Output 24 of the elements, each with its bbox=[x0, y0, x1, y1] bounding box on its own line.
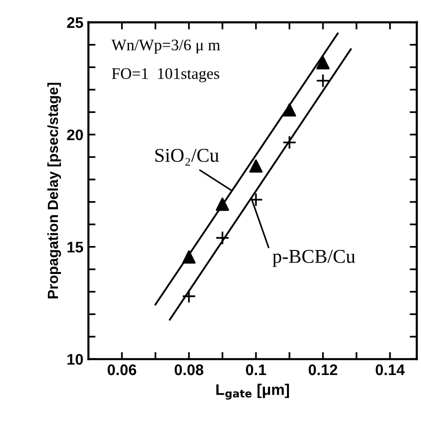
point bbox=[216, 198, 230, 211]
x-axis-title: L$_{gate}$ [μm] bbox=[216, 384, 289, 400]
point bbox=[215, 230, 230, 245]
point bbox=[316, 74, 330, 88]
y-tick-label: 10 bbox=[68, 354, 83, 365]
point bbox=[282, 103, 296, 117]
y-tick-label: 20 bbox=[67, 129, 83, 140]
series-label: SiO₂/Cu bbox=[155, 148, 219, 166]
point bbox=[316, 56, 330, 70]
y-axis-title: Propagation Delay [psec/stage] bbox=[47, 82, 61, 298]
point bbox=[182, 250, 196, 264]
text: p-BCB/Cu bbox=[272, 250, 356, 267]
annotation: Wn/Wp=3/6 μ m bbox=[111, 40, 220, 54]
y-tick-label: 25 bbox=[67, 17, 84, 28]
point bbox=[182, 289, 196, 304]
x-tick-label: 0.12 bbox=[308, 364, 338, 376]
x-tick-label: 0.08 bbox=[174, 364, 204, 376]
point bbox=[249, 159, 263, 173]
annotation: FO=1 101stages bbox=[112, 68, 220, 82]
x-tick-label: 0.14 bbox=[376, 364, 405, 376]
y-tick-label: 15 bbox=[68, 242, 84, 253]
x-tick-label: 0.06 bbox=[108, 364, 136, 376]
x-tick-label: 0.1 bbox=[246, 364, 266, 376]
point bbox=[282, 135, 297, 150]
